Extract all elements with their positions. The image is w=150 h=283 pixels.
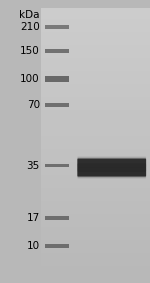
Text: 70: 70 (27, 100, 40, 110)
Text: 10: 10 (27, 241, 40, 251)
FancyBboxPatch shape (45, 164, 69, 168)
FancyBboxPatch shape (45, 244, 69, 248)
FancyBboxPatch shape (45, 49, 69, 53)
FancyBboxPatch shape (45, 103, 69, 106)
FancyBboxPatch shape (45, 25, 69, 29)
Text: 100: 100 (20, 74, 40, 84)
Text: kDa: kDa (19, 10, 40, 20)
FancyBboxPatch shape (45, 76, 69, 82)
Text: 150: 150 (20, 46, 40, 56)
FancyBboxPatch shape (77, 156, 146, 167)
Text: 17: 17 (27, 213, 40, 223)
FancyBboxPatch shape (77, 168, 146, 179)
Text: 35: 35 (27, 160, 40, 171)
Text: 210: 210 (20, 22, 40, 32)
FancyBboxPatch shape (77, 158, 146, 177)
FancyBboxPatch shape (77, 163, 146, 177)
FancyBboxPatch shape (77, 158, 146, 172)
FancyBboxPatch shape (45, 216, 69, 220)
